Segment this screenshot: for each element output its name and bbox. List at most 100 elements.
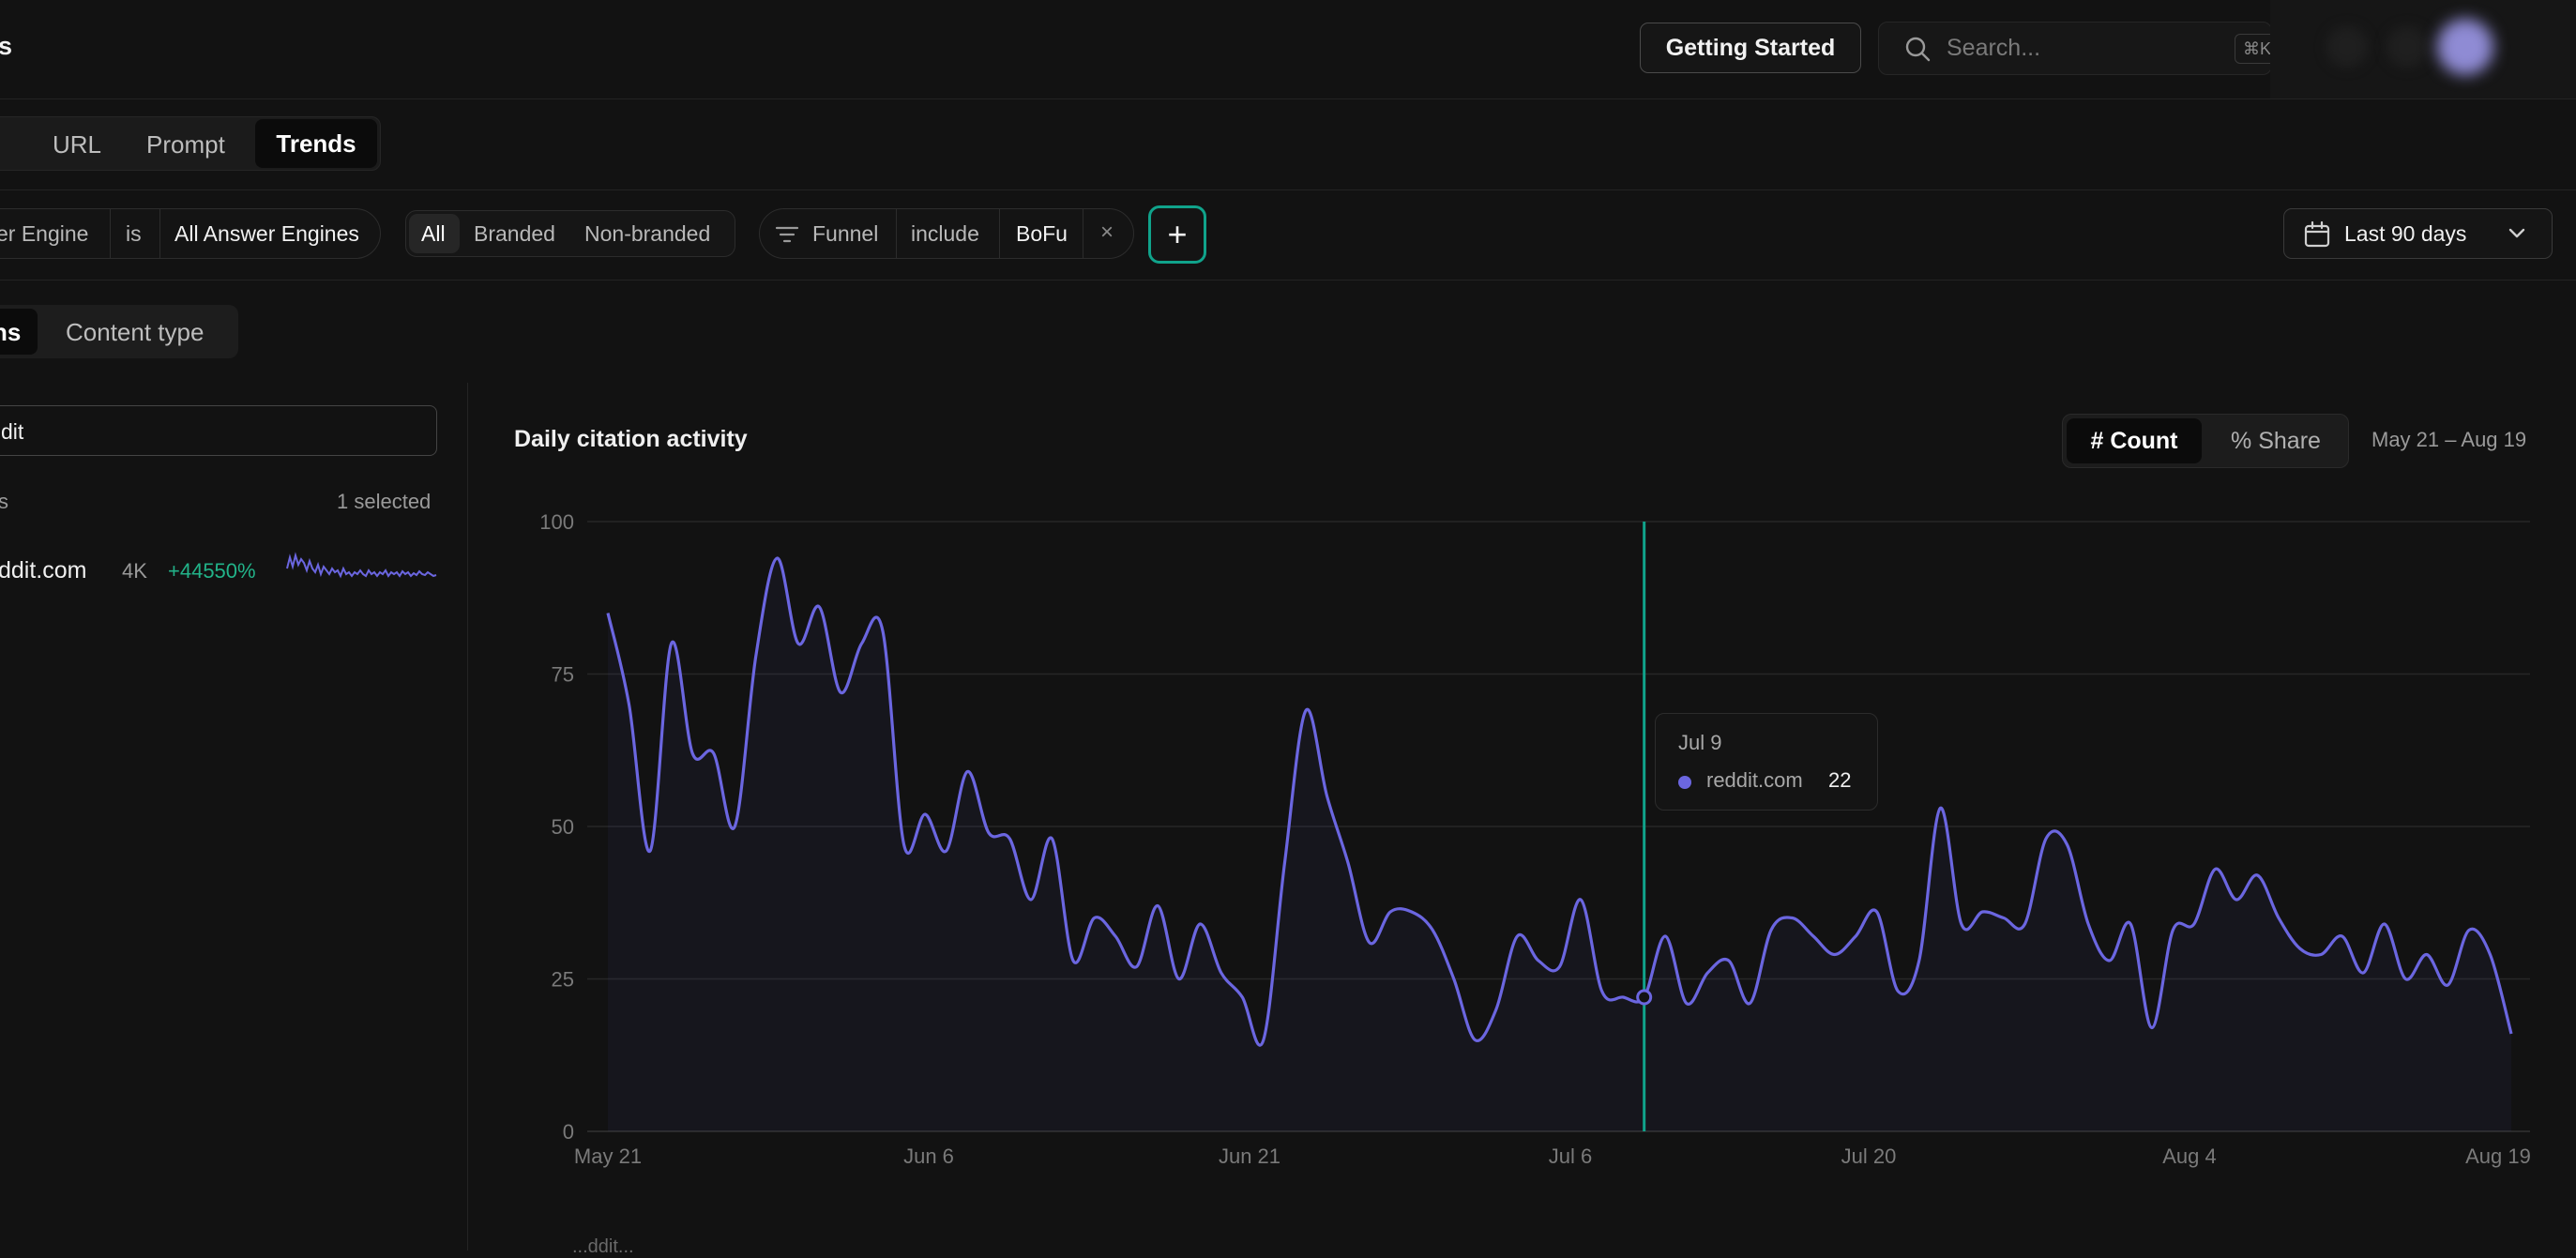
data-point bbox=[2106, 957, 2114, 964]
data-point bbox=[2190, 920, 2198, 928]
branding-segmented-control bbox=[405, 210, 735, 257]
funnel-filter-field[interactable]: Funnel bbox=[812, 221, 879, 246]
remove-filter-icon[interactable]: × bbox=[1100, 220, 1114, 245]
data-point bbox=[752, 652, 760, 659]
data-point bbox=[2169, 927, 2176, 934]
citation-line-chart[interactable]: 0 25 50 75 100 May 21 Jun 6 Jun 21 Jul 6 Jul 20 Au… bbox=[507, 497, 2576, 1191]
data-point bbox=[1725, 957, 1733, 964]
branding-option-all[interactable] bbox=[409, 214, 460, 253]
help-icon[interactable] bbox=[2387, 26, 2428, 68]
data-point bbox=[2296, 945, 2304, 952]
branding-option-all-label[interactable]: All bbox=[421, 221, 446, 246]
getting-started-button[interactable]: Getting Started bbox=[1640, 23, 1861, 73]
data-point bbox=[1767, 927, 1775, 934]
data-point bbox=[1344, 859, 1352, 867]
group-tab-active-label[interactable]: ns bbox=[0, 318, 22, 346]
tooltip-series-dot bbox=[1678, 776, 1691, 789]
data-point bbox=[1048, 835, 1055, 842]
count-toggle-option[interactable]: # Count bbox=[2067, 418, 2202, 463]
data-point bbox=[1577, 896, 1584, 903]
data-point bbox=[1154, 902, 1161, 910]
data-point bbox=[1175, 976, 1183, 983]
funnel-filter[interactable] bbox=[759, 208, 1134, 259]
y-tick-label: 25 bbox=[552, 968, 574, 992]
y-tick-label: 50 bbox=[552, 815, 574, 839]
plus-icon: + bbox=[1167, 215, 1188, 253]
tab-url[interactable]: URL bbox=[53, 130, 102, 159]
x-tick-label: Aug 19 bbox=[2465, 1144, 2531, 1168]
data-point bbox=[1556, 963, 1564, 971]
domain-change: +44550% bbox=[168, 559, 256, 583]
domain-filter-input[interactable]: dit bbox=[0, 405, 437, 456]
data-point bbox=[2402, 976, 2409, 983]
branding-option-branded[interactable]: Branded bbox=[474, 221, 555, 246]
data-point bbox=[1260, 1037, 1267, 1044]
group-tab-active[interactable] bbox=[0, 309, 38, 355]
tab-trends[interactable]: Trends bbox=[255, 119, 377, 168]
search-input[interactable] bbox=[1945, 34, 2211, 63]
group-tab-content-type[interactable]: Content type bbox=[66, 318, 205, 346]
data-point bbox=[2148, 1024, 2156, 1032]
chart-tooltip: Jul 9 reddit.com 22 bbox=[1655, 713, 1878, 811]
data-point bbox=[1831, 951, 1839, 959]
hover-point bbox=[1636, 989, 1653, 1006]
date-range-select[interactable]: Last 90 days bbox=[2283, 208, 2553, 259]
data-point bbox=[1683, 1000, 1690, 1008]
funnel-filter-value[interactable]: BoFu bbox=[1016, 221, 1068, 246]
list-header: s bbox=[0, 490, 8, 513]
data-point bbox=[2317, 951, 2325, 959]
data-point bbox=[1386, 908, 1394, 916]
y-tick-label: 0 bbox=[563, 1120, 574, 1144]
data-point bbox=[2423, 951, 2431, 959]
engine-filter-value[interactable]: All Answer Engines bbox=[174, 221, 359, 246]
data-point bbox=[1746, 1000, 1753, 1008]
engine-filter-operator[interactable]: is bbox=[126, 221, 142, 246]
data-point bbox=[1704, 969, 1711, 977]
notification-icon[interactable] bbox=[2326, 26, 2368, 68]
search-box[interactable] bbox=[1878, 22, 2272, 75]
y-tick-label: 75 bbox=[552, 663, 574, 687]
selected-count: 1 selected bbox=[337, 490, 432, 513]
data-point bbox=[1450, 976, 1458, 983]
domain-name: ddit.com bbox=[0, 557, 87, 584]
tooltip-series-name: reddit.com bbox=[1706, 768, 1803, 792]
engine-filter-field[interactable]: er Engine bbox=[0, 221, 89, 246]
data-point bbox=[1133, 963, 1141, 971]
data-point bbox=[921, 811, 929, 818]
domain-sparkline bbox=[286, 552, 437, 579]
series-line-reddit bbox=[606, 556, 2513, 1047]
data-point bbox=[815, 603, 823, 611]
data-point bbox=[1493, 1006, 1500, 1013]
filter-lines-icon bbox=[775, 223, 799, 250]
data-point bbox=[1302, 707, 1310, 715]
data-point bbox=[1280, 859, 1288, 867]
tab-prompt[interactable]: Prompt bbox=[146, 130, 225, 159]
add-filter-button[interactable]: + bbox=[1148, 205, 1206, 264]
data-point bbox=[773, 554, 780, 562]
data-point bbox=[837, 689, 844, 696]
data-point bbox=[2465, 927, 2473, 934]
data-point bbox=[2084, 920, 2092, 928]
data-point bbox=[2000, 915, 2008, 922]
data-point bbox=[2042, 835, 2050, 842]
share-toggle-option[interactable]: % Share bbox=[2231, 428, 2321, 454]
list-item[interactable]: ddit.com 4K +44550% bbox=[0, 546, 441, 593]
data-point bbox=[1852, 932, 1859, 940]
tooltip-value: 22 bbox=[1828, 768, 1852, 792]
branding-option-nonbranded[interactable]: Non-branded bbox=[584, 221, 711, 246]
data-point bbox=[626, 701, 633, 708]
x-tick-label: Jul 6 bbox=[1549, 1144, 1592, 1168]
engine-filter[interactable] bbox=[0, 208, 381, 259]
funnel-filter-operator[interactable]: include bbox=[911, 221, 979, 246]
data-point bbox=[689, 750, 696, 757]
data-point bbox=[1661, 932, 1669, 940]
data-point bbox=[1429, 927, 1436, 934]
data-point bbox=[795, 640, 802, 647]
data-point bbox=[1091, 915, 1099, 922]
avatar[interactable] bbox=[2437, 19, 2493, 75]
data-point bbox=[2211, 866, 2219, 873]
chart-footer-fragment: ...ddit... bbox=[572, 1236, 634, 1257]
data-point bbox=[1366, 939, 1373, 947]
data-point bbox=[1535, 957, 1542, 964]
data-point bbox=[1619, 993, 1627, 1001]
